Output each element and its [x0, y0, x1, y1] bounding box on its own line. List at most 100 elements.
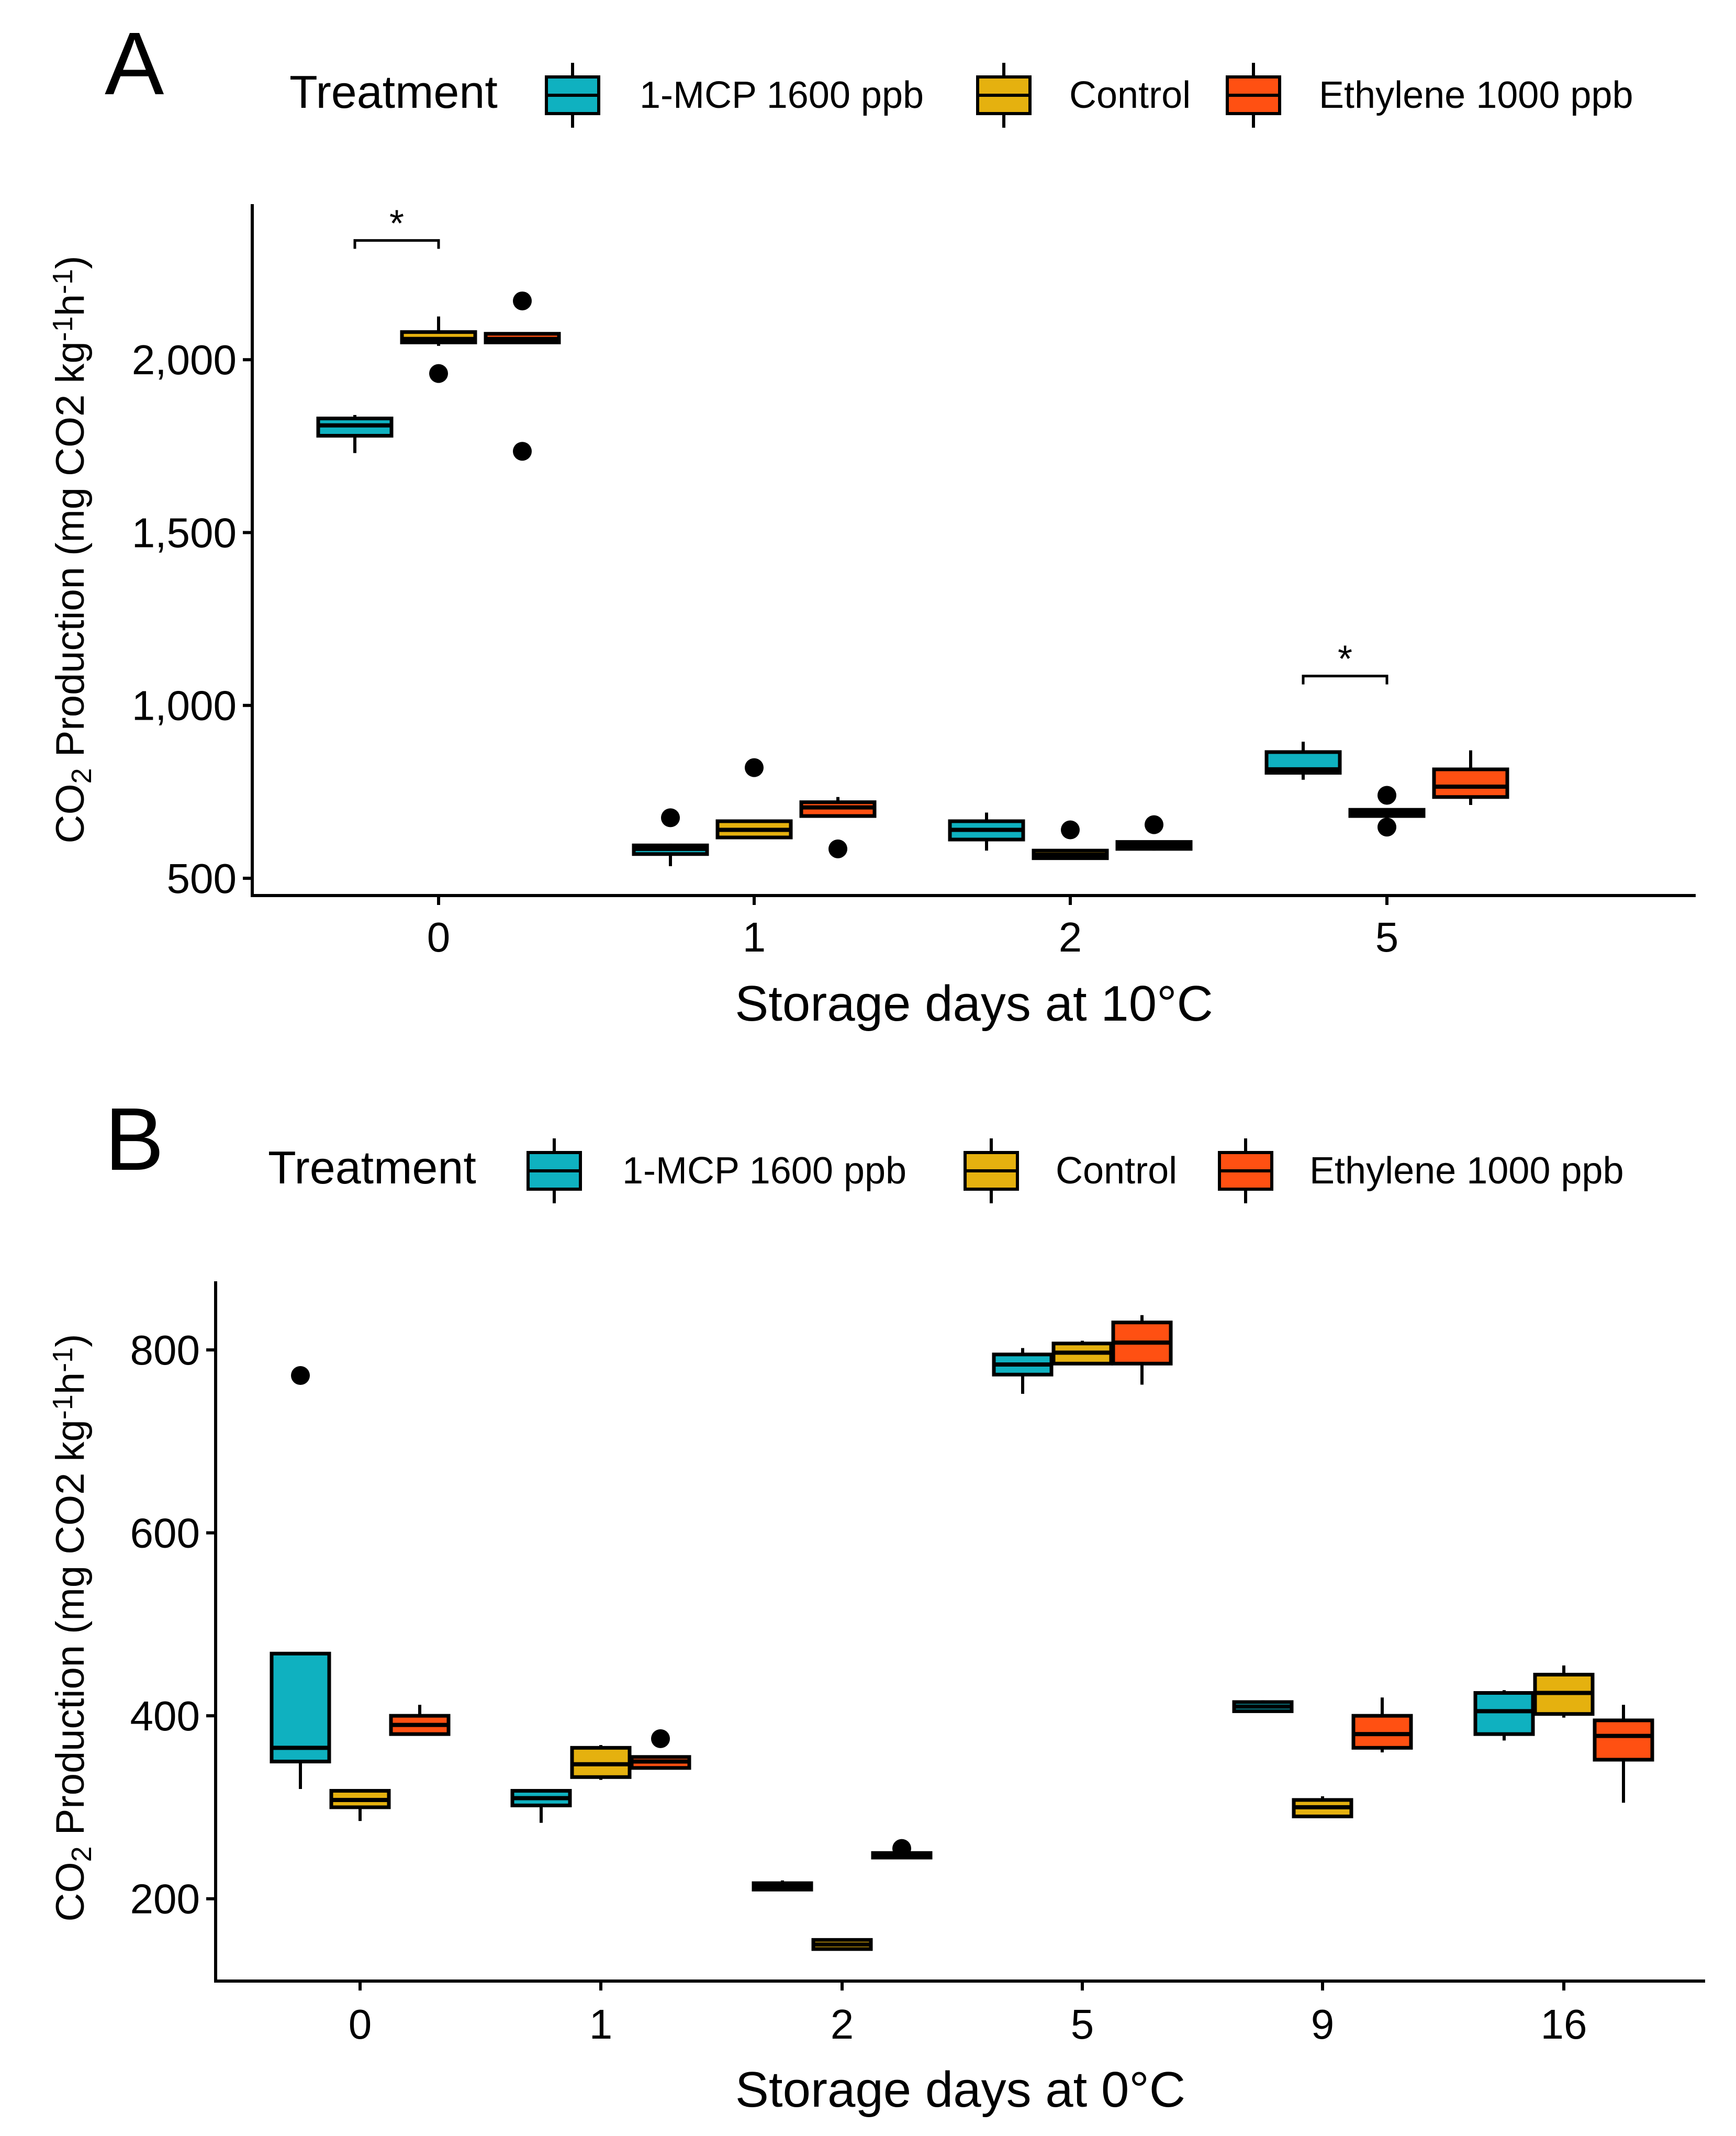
significance-label: *	[1338, 639, 1352, 680]
box-control-day-2	[1032, 820, 1109, 860]
box-ethylene-1000-ppb-day-9	[1351, 1697, 1413, 1753]
legend-label: Ethylene 1000 ppb	[1319, 74, 1633, 116]
y-tick-label: 600	[130, 1510, 200, 1557]
box-control-day-5	[1051, 1340, 1113, 1366]
y-axis-title-part: h	[48, 294, 93, 316]
panel-a: A Treatment 1-MCP 1600 ppb Control Ethylene …	[47, 14, 1696, 1032]
outlier-point	[513, 442, 532, 461]
legend-label: Control	[1056, 1150, 1177, 1192]
y-axis-title-part: -1	[47, 316, 79, 341]
x-tick-label: 0	[349, 2001, 372, 2048]
box-1-mcp-1600-ppb-day-5	[992, 1348, 1054, 1394]
y-tick-label: 800	[130, 1327, 200, 1373]
box-1-mcp-1600-ppb-day-0	[316, 415, 394, 453]
outlier-point	[745, 758, 764, 777]
y-axis-title-part: -1	[47, 269, 79, 294]
outlier-point	[892, 1839, 911, 1858]
x-tick-label: 5	[1375, 914, 1399, 960]
y-axis-title: CO2 Production (mg CO2 kg-1h-1)	[47, 256, 97, 844]
box-control-day-0	[329, 1788, 391, 1821]
box-1-mcp-1600-ppb-day-9	[1232, 1700, 1294, 1713]
y-axis-title-part: Production (mg CO2 kg	[48, 341, 93, 768]
box-ethylene-1000-ppb-day-16	[1593, 1705, 1654, 1803]
x-tick-label: 1	[589, 2001, 613, 2048]
panel-label: A	[105, 14, 164, 114]
legend-item-1-mcp-1600-ppb: 1-MCP 1600 ppb	[545, 63, 924, 128]
box-ethylene-1000-ppb-day-2	[871, 1839, 933, 1860]
legend-label: Ethylene 1000 ppb	[1309, 1150, 1624, 1192]
y-tick-label: 200	[130, 1876, 200, 1922]
box-ethylene-1000-ppb-day-1	[799, 797, 877, 858]
box-ethylene-1000-ppb-day-0	[389, 1705, 451, 1736]
y-axis-title-part: )	[48, 1334, 93, 1347]
y-tick-label: 400	[130, 1693, 200, 1739]
legend-item-ethylene-1000-ppb: Ethylene 1000 ppb	[1218, 1138, 1624, 1203]
legend-title: Treatment	[268, 1142, 476, 1193]
y-tick-label: 2,000	[132, 337, 237, 383]
outlier-point	[651, 1729, 670, 1748]
box-ethylene-1000-ppb-day-5	[1432, 750, 1509, 805]
box-control-day-0	[400, 316, 477, 383]
box	[1351, 1714, 1413, 1750]
x-tick-label: 2	[1059, 914, 1082, 960]
legend-item-control: Control	[964, 1138, 1177, 1203]
outlier-point	[1377, 786, 1396, 805]
box-1-mcp-1600-ppb-day-1	[510, 1788, 572, 1823]
legend-label: 1-MCP 1600 ppb	[622, 1150, 906, 1192]
y-axis-title-part: Production (mg CO2 kg	[48, 1419, 93, 1846]
y-axis-title-part: CO	[48, 1862, 93, 1921]
panel-b: B Treatment 1-MCP 1600 ppb Control Ethylene …	[47, 1090, 1705, 2118]
x-tick-label: 2	[831, 2001, 854, 2048]
significance-bracket: *	[1302, 639, 1388, 685]
y-axis-title-part: -1	[47, 1347, 79, 1372]
box-1-mcp-1600-ppb-day-0	[270, 1366, 331, 1789]
y-axis-title: CO2 Production (mg CO2 kg-1h-1)	[47, 1334, 97, 1922]
y-axis-title-part: h	[48, 1372, 93, 1394]
panel-label: B	[105, 1090, 164, 1189]
y-axis-title-part: 2	[66, 768, 97, 784]
outlier-point	[1377, 818, 1396, 837]
x-tick-label: 16	[1541, 2001, 1587, 2048]
significance-label: *	[389, 203, 404, 244]
y-axis-title-part: )	[48, 256, 93, 269]
outlier-point	[1061, 820, 1080, 840]
y-axis-title-part: 2	[66, 1846, 97, 1862]
x-tick-label: 5	[1071, 2001, 1094, 2048]
legend-label: Control	[1069, 74, 1191, 116]
box-ethylene-1000-ppb-day-0	[484, 291, 561, 461]
box-ethylene-1000-ppb-day-5	[1111, 1315, 1173, 1385]
y-axis-title-part: -1	[47, 1394, 79, 1419]
x-axis-title: Storage days at 10°C	[735, 976, 1213, 1032]
box-control-day-2	[811, 1938, 873, 1951]
box-1-mcp-1600-ppb-day-2	[948, 812, 1025, 851]
y-axis-title-part: CO	[48, 784, 93, 843]
box-control-day-16	[1533, 1665, 1595, 1718]
x-tick-label: 1	[743, 914, 766, 960]
y-tick-label: 1,500	[132, 509, 237, 556]
box	[1432, 767, 1509, 799]
box-ethylene-1000-ppb-day-2	[1115, 815, 1193, 851]
box-ethylene-1000-ppb-day-1	[630, 1729, 691, 1770]
y-tick-label: 1,000	[132, 683, 237, 729]
box-1-mcp-1600-ppb-day-2	[752, 1880, 813, 1892]
legend-title: Treatment	[289, 66, 498, 118]
box-control-day-9	[1292, 1796, 1353, 1818]
box-1-mcp-1600-ppb-day-5	[1264, 742, 1342, 780]
box	[270, 1651, 331, 1764]
legend-item-control: Control	[976, 63, 1191, 128]
legend-item-1-mcp-1600-ppb: 1-MCP 1600 ppb	[527, 1138, 906, 1203]
x-tick-label: 0	[427, 914, 451, 960]
outlier-point	[291, 1366, 310, 1385]
significance-bracket: *	[353, 203, 440, 249]
outlier-point	[429, 364, 448, 383]
legend-label: 1-MCP 1600 ppb	[640, 74, 924, 116]
box-1-mcp-1600-ppb-day-1	[632, 808, 709, 866]
y-tick-label: 500	[167, 855, 237, 902]
box-control-day-1	[570, 1745, 632, 1780]
x-axis-title: Storage days at 0°C	[735, 2062, 1185, 2118]
bracket-line	[1302, 675, 1388, 685]
bracket-line	[353, 239, 440, 249]
box	[1473, 1691, 1535, 1736]
box-control-day-1	[715, 758, 793, 840]
